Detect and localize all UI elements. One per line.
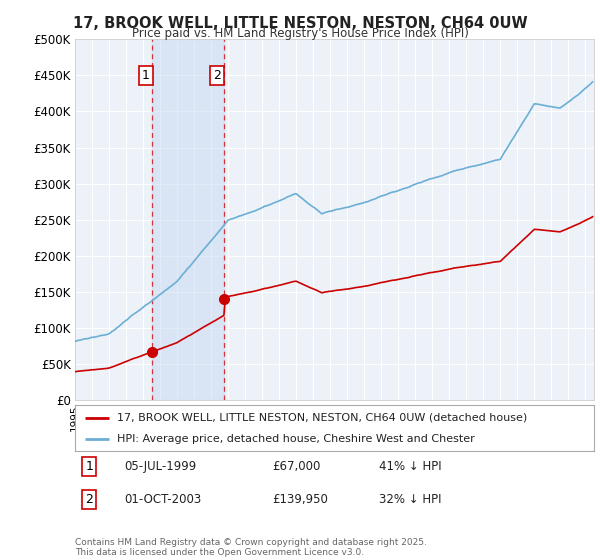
Text: HPI: Average price, detached house, Cheshire West and Chester: HPI: Average price, detached house, Ches… [116, 434, 474, 444]
Text: 2: 2 [85, 493, 93, 506]
Text: 05-JUL-1999: 05-JUL-1999 [124, 460, 197, 473]
Text: 2: 2 [214, 69, 221, 82]
Text: 32% ↓ HPI: 32% ↓ HPI [379, 493, 441, 506]
Text: 1: 1 [142, 69, 150, 82]
Text: £139,950: £139,950 [272, 493, 328, 506]
Bar [152, 39, 224, 400]
Text: 41% ↓ HPI: 41% ↓ HPI [379, 460, 441, 473]
Text: 17, BROOK WELL, LITTLE NESTON, NESTON, CH64 0UW: 17, BROOK WELL, LITTLE NESTON, NESTON, C… [73, 16, 527, 31]
Text: Contains HM Land Registry data © Crown copyright and database right 2025.
This d: Contains HM Land Registry data © Crown c… [75, 538, 427, 557]
Text: £67,000: £67,000 [272, 460, 320, 473]
Text: 17, BROOK WELL, LITTLE NESTON, NESTON, CH64 0UW (detached house): 17, BROOK WELL, LITTLE NESTON, NESTON, C… [116, 413, 527, 423]
Text: 01-OCT-2003: 01-OCT-2003 [124, 493, 202, 506]
Text: Price paid vs. HM Land Registry's House Price Index (HPI): Price paid vs. HM Land Registry's House … [131, 27, 469, 40]
Text: 1: 1 [85, 460, 93, 473]
